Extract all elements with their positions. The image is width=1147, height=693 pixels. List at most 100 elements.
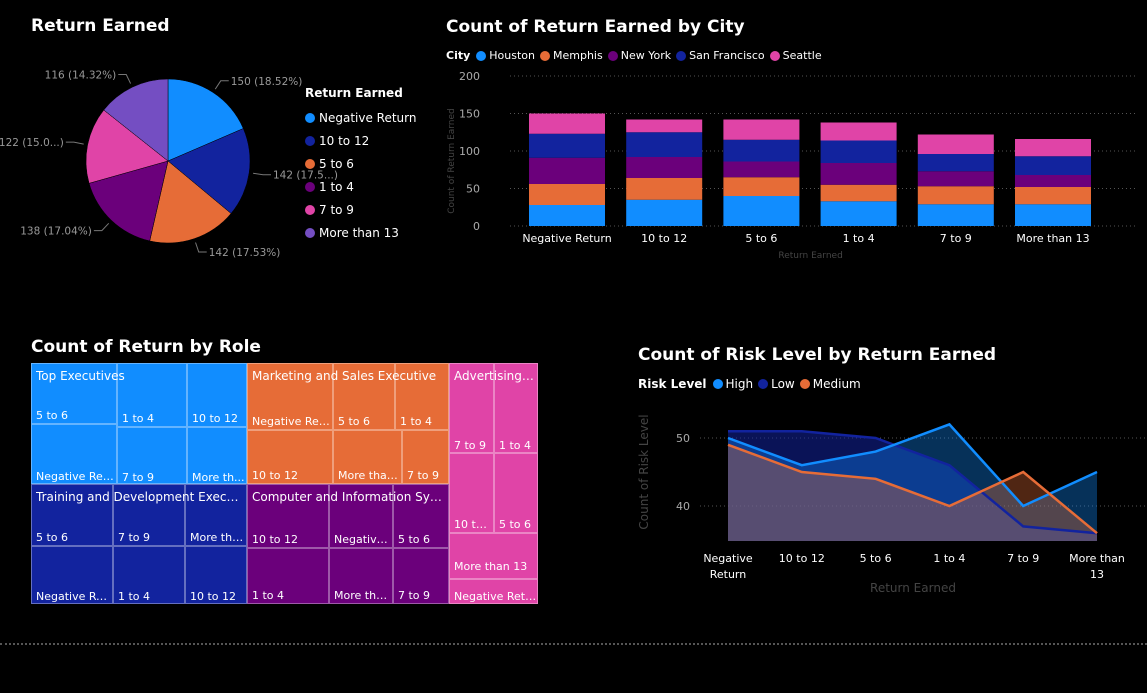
treemap-cell-more-tha[interactable]: More tha... [185, 484, 247, 546]
bar-segment-new-york-more-than-13[interactable] [1015, 175, 1091, 187]
bar-segment-san-francisco-1-to-4[interactable] [820, 140, 897, 164]
pie-legend-item-5-to-6[interactable]: 5 to 6 [305, 152, 417, 175]
treemap-group-label: Top Executives [36, 369, 125, 383]
area-line-high[interactable] [727, 422, 1098, 508]
bar-segment-new-york-negative-return[interactable] [529, 157, 605, 184]
bar-segment-new-york-1-to-4[interactable] [820, 163, 897, 185]
bar-segment-seattle-more-than-13[interactable] [1015, 139, 1091, 157]
bar-segment-san-francisco-more-than-13[interactable] [1015, 156, 1091, 175]
bar-segment-houston-10-to-12[interactable] [626, 199, 703, 226]
legend-dot-icon [305, 181, 315, 192]
treemap-group-computer-and-information-syste[interactable]: 10 to 12 Negative... 5 to 6 1 to 4 More tha.… [247, 484, 449, 604]
treemap-cell-label: Negative Ret... [36, 590, 112, 603]
treemap-cell-7-to-9[interactable]: 7 to 9 [117, 427, 187, 484]
bar-segment-new-york-7-to-9[interactable] [917, 171, 994, 187]
area-x-axis-label: Return Earned [870, 581, 956, 595]
bar-segment-seattle-7-to-9[interactable] [917, 134, 994, 155]
bar-segment-new-york-5-to-6[interactable] [723, 161, 800, 178]
treemap-cell-more-tha[interactable]: More tha... [329, 548, 393, 604]
treemap-cell-7-to-9[interactable]: 7 to 9 [449, 363, 494, 453]
treemap-cell-negative-ret[interactable]: Negative Ret... [31, 546, 113, 604]
treemap-cell-1-to-4[interactable]: 1 to 4 [113, 546, 185, 604]
pie-legend-item-more-than-13[interactable]: More than 13 [305, 221, 417, 244]
treemap-cell-1-to-4[interactable]: 1 to 4 [395, 363, 449, 430]
bar-segment-houston-5-to-6[interactable] [723, 196, 800, 226]
bar-legend-item-seattle[interactable]: Seattle [769, 49, 822, 62]
treemap-cell-more-th[interactable]: More th... [187, 427, 247, 484]
area-x-tick-label: 1 to 4 [933, 552, 965, 565]
bar-segment-san-francisco-7-to-9[interactable] [917, 154, 994, 172]
treemap-cell-negative-ret[interactable]: Negative Ret... [247, 363, 333, 430]
bar-segment-memphis-10-to-12[interactable] [626, 178, 703, 200]
pie-slice-negative-return[interactable] [167, 78, 244, 162]
treemap-cell-10-to-12[interactable]: 10 to 12 [247, 484, 329, 548]
pie-legend-item-10-to-12[interactable]: 10 to 12 [305, 129, 417, 152]
area-legend-item-medium[interactable]: Medium [799, 377, 861, 391]
treemap-cell-negative[interactable]: Negative... [329, 484, 393, 548]
bar-segment-memphis-negative-return[interactable] [529, 184, 605, 205]
area-line-medium[interactable] [727, 443, 1098, 535]
pie-legend-item-negative-return[interactable]: Negative Return [305, 106, 417, 129]
treemap-cell-5-to-6[interactable]: 5 to 6 [31, 484, 113, 546]
pie-legend-label: 10 to 12 [319, 133, 370, 148]
area-line-low[interactable] [728, 429, 1098, 535]
bar-segment-new-york-10-to-12[interactable] [626, 157, 703, 178]
treemap-cell-7-to-9[interactable]: 7 to 9 [393, 548, 449, 604]
bar-legend-item-memphis[interactable]: Memphis [540, 49, 603, 62]
treemap-group-advertising-a[interactable]: 7 to 9 1 to 4 10 to ... 5 to 6 More than 13 N… [449, 363, 538, 604]
bar-segment-memphis-more-than-13[interactable] [1015, 187, 1091, 205]
treemap-cell-10-to-12[interactable]: 10 to 12 [185, 546, 247, 604]
treemap-cell-more-than[interactable]: More than... [333, 430, 402, 484]
area-x-tick-label: More than 13 [1069, 552, 1125, 581]
treemap-cell-5-to-6[interactable]: 5 to 6 [393, 484, 449, 548]
pie-slice-7-to-9[interactable] [85, 109, 169, 184]
treemap-cell-10-to-12[interactable]: 10 to 12 [247, 430, 333, 484]
treemap-cell-5-to-6[interactable]: 5 to 6 [494, 453, 538, 533]
treemap-cell-1-to-4[interactable]: 1 to 4 [247, 548, 329, 604]
legend-dot-icon [769, 50, 780, 61]
bar-legend-item-houston[interactable]: Houston [476, 49, 535, 62]
bar-y-tick-label: 150 [459, 108, 480, 121]
pie-slice-10-to-12[interactable] [167, 128, 251, 214]
pie-slice-more-than-13[interactable] [103, 78, 169, 162]
area-legend-item-high[interactable]: High [712, 377, 753, 391]
treemap-cell-1-to-4[interactable]: 1 to 4 [494, 363, 538, 453]
treemap-cell-7-to-9[interactable]: 7 to 9 [113, 484, 185, 546]
treemap-cell-1-to-4[interactable]: 1 to 4 [117, 363, 187, 427]
bar-segment-houston-negative-return[interactable] [529, 205, 605, 226]
bar-legend-item-new-york[interactable]: New York [607, 49, 671, 62]
treemap-cell-more-than-13[interactable]: More than 13 [449, 533, 538, 579]
bar-segment-houston-1-to-4[interactable] [820, 201, 897, 226]
treemap-group-marketing-and-sales-executive[interactable]: Negative Ret... 5 to 6 1 to 4 10 to 12 More … [247, 363, 449, 484]
pie-leader-line [214, 80, 229, 90]
treemap-cell-10-to[interactable]: 10 to ... [449, 453, 494, 533]
treemap-cell-negative-return[interactable]: Negative Return [449, 579, 538, 604]
bar-segment-san-francisco-5-to-6[interactable] [723, 139, 800, 162]
bar-segment-seattle-5-to-6[interactable] [723, 119, 800, 140]
pie-slice-5-to-6[interactable] [149, 160, 232, 244]
bar-segment-seattle-1-to-4[interactable] [820, 122, 897, 141]
bar-segment-san-francisco-10-to-12[interactable] [626, 132, 703, 157]
bar-segment-seattle-negative-return[interactable] [529, 113, 605, 134]
bar-segment-houston-7-to-9[interactable] [917, 204, 994, 226]
area-legend-item-low[interactable]: Low [758, 377, 795, 391]
treemap-cell-10-to-12[interactable]: 10 to 12 [187, 363, 247, 427]
treemap-group-training-and-development-executive[interactable]: 5 to 6 7 to 9 More tha... Negative Ret... 1 … [31, 484, 247, 604]
treemap-group-top-executives[interactable]: 5 to 6 1 to 4 10 to 12 Negative Ret... 7 to … [31, 363, 247, 484]
bar-segment-memphis-1-to-4[interactable] [820, 184, 897, 202]
bar-segment-seattle-10-to-12[interactable] [626, 119, 703, 133]
pie-slice-1-to-4[interactable] [88, 160, 169, 242]
treemap-cell-5-to-6[interactable]: 5 to 6 [31, 363, 117, 424]
treemap-cell-5-to-6[interactable]: 5 to 6 [333, 363, 395, 430]
bar-legend-item-san-francisco[interactable]: San Francisco [676, 49, 765, 62]
bar-segment-houston-more-than-13[interactable] [1015, 204, 1091, 226]
legend-dot-icon [305, 227, 315, 238]
bar-segment-memphis-5-to-6[interactable] [723, 177, 800, 196]
pie-legend-item-7-to-9[interactable]: 7 to 9 [305, 198, 417, 221]
pie-legend-item-1-to-4[interactable]: 1 to 4 [305, 175, 417, 198]
treemap-cell-negative-ret[interactable]: Negative Ret... [31, 424, 117, 484]
treemap-cell-7-to-9[interactable]: 7 to 9 [402, 430, 449, 484]
bar-segment-memphis-7-to-9[interactable] [917, 186, 994, 205]
bar-x-tick-label: 1 to 4 [843, 232, 875, 245]
bar-segment-san-francisco-negative-return[interactable] [529, 133, 605, 158]
